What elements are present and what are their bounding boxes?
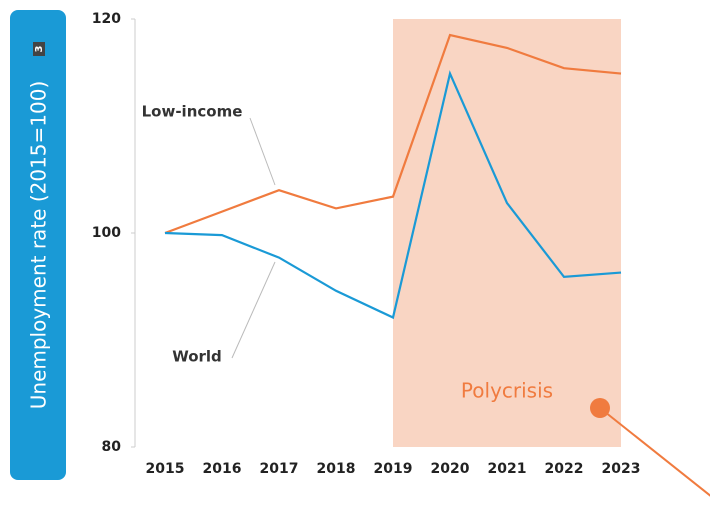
annotation-pointer bbox=[599, 407, 710, 497]
x-tick-label: 2023 bbox=[602, 461, 641, 477]
series-line bbox=[164, 33, 622, 235]
x-tick-label: 2018 bbox=[317, 461, 356, 477]
x-tick-label: 2015 bbox=[146, 461, 185, 477]
x-tick-label: 2017 bbox=[260, 461, 299, 477]
series-label: Low-income bbox=[142, 103, 243, 121]
leader-line bbox=[231, 261, 276, 359]
y-tick-label: 120 bbox=[92, 11, 121, 27]
annotation-text: Polycrisis bbox=[461, 379, 553, 403]
y-axis-label: Unemployment rate (2015=100) bbox=[27, 81, 51, 410]
series-label: World bbox=[172, 348, 222, 366]
x-tick-label: 2021 bbox=[488, 461, 527, 477]
footnote: 3 bbox=[34, 45, 45, 52]
y-tick-label: 100 bbox=[92, 225, 121, 241]
x-tick-label: 2020 bbox=[431, 461, 470, 477]
x-tick-label: 2022 bbox=[545, 461, 584, 477]
x-tick-label: 2019 bbox=[374, 461, 413, 477]
y-label-box bbox=[10, 10, 66, 480]
footnote-box bbox=[33, 42, 45, 56]
y-tick-label: 80 bbox=[102, 439, 122, 455]
leader-line bbox=[249, 117, 276, 186]
series-line bbox=[164, 70, 622, 320]
x-tick-label: 2016 bbox=[203, 461, 242, 477]
